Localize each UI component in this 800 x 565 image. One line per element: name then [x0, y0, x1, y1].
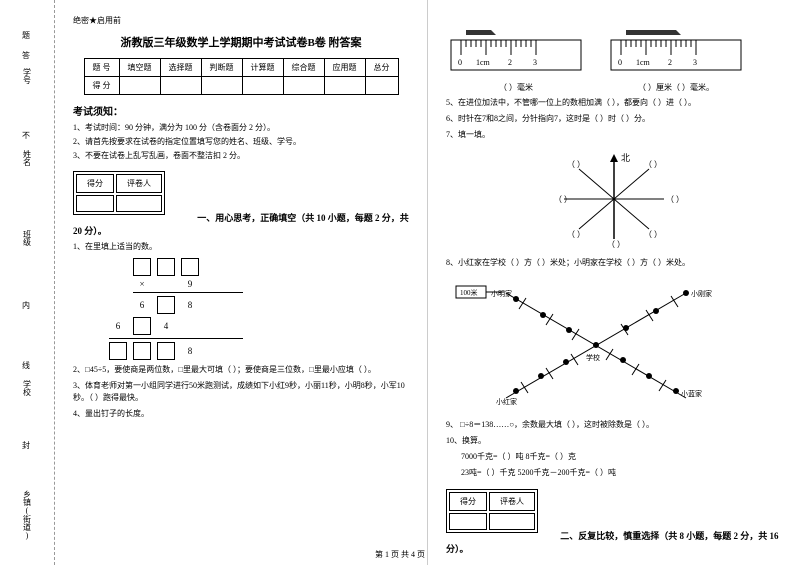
- margin-da: 答: [22, 50, 30, 61]
- score-summary-table: 题 号 填空题 选择题 判断题 计算题 综合题 应用题 总分 得 分: [84, 58, 399, 95]
- map-diagram: 100米 学校 小刚家 小红家 小蓝家 小明家: [446, 278, 726, 408]
- th-comp: 综合题: [283, 59, 324, 77]
- notice-3: 3、不要在试卷上乱写乱画，卷面不整洁扣 2 分。: [73, 150, 409, 161]
- exam-title: 浙教版三年级数学上学期期中考试试卷B卷 附答案: [73, 34, 409, 50]
- q3: 3、体育老师对第一小组同学进行50米跑测试，成绩如下小红9秒，小丽11秒，小明8…: [73, 380, 409, 404]
- margin-xiangzhen: 乡镇(街道): [22, 490, 33, 540]
- page-footer: 第 1 页 共 4 页: [375, 549, 425, 560]
- compass-diagram: 北 （ ） （ ） （ ） （ ） （ ） （ ） （ ）: [549, 149, 679, 249]
- svg-text:1cm: 1cm: [476, 58, 491, 67]
- svg-text:小刚家: 小刚家: [691, 289, 712, 298]
- margin-nei: 内: [22, 300, 30, 311]
- margin-xingming: 姓名: [22, 150, 33, 166]
- svg-text:学校: 学校: [586, 353, 600, 362]
- section1-title: 一、用心思考，正确填空（共 10 小题，每题 2 分，共 20 分）。: [73, 213, 409, 236]
- n6a: 6: [133, 300, 151, 310]
- svg-text:（ ）: （ ）: [666, 195, 679, 204]
- scorebox2-score: 得分: [449, 492, 487, 511]
- notice-2: 2、请首先按要求在试卷的指定位置填写您的姓名、班级、学号。: [73, 136, 409, 147]
- margin-bu: 不: [22, 130, 30, 141]
- svg-text:2: 2: [508, 58, 512, 67]
- svg-text:小红家: 小红家: [496, 397, 517, 406]
- th-select: 选择题: [160, 59, 201, 77]
- svg-text:小蓝家: 小蓝家: [681, 389, 702, 398]
- section2-score-box: 得分评卷人: [446, 489, 538, 533]
- notice-title: 考试须知：: [73, 103, 409, 118]
- exam-page: 题 答 学号 不 姓名 班级 内 线 学校 封 乡镇(街道) 绝密★启用前 浙教…: [0, 0, 800, 565]
- svg-text:100米: 100米: [460, 288, 478, 297]
- rulers-row: 0 1cm 2 3 （ ）毫米 0 1cm 2 3: [446, 25, 782, 93]
- ruler2-answer: （ ）厘米（ ）毫米。: [606, 82, 746, 93]
- margin-feng: 封: [22, 440, 30, 451]
- svg-text:（ ）: （ ）: [567, 230, 585, 239]
- q9: 9、 □÷8＝138……○，余数最大填（ ），这时被除数是（ ）。: [446, 419, 782, 431]
- svg-text:小明家: 小明家: [491, 289, 512, 298]
- n6b: 6: [109, 321, 127, 331]
- th-judge: 判断题: [201, 59, 242, 77]
- svg-text:3: 3: [533, 58, 537, 67]
- mult-sign: ×: [133, 279, 151, 289]
- left-column: 绝密★启用前 浙教版三年级数学上学期期中考试试卷B卷 附答案 题 号 填空题 选…: [55, 0, 427, 565]
- q6: 6、时针在7和8之间，分针指向7，这时是（ ）时（ ）分。: [446, 113, 782, 125]
- binding-margin: 题 答 学号 不 姓名 班级 内 线 学校 封 乡镇(街道): [0, 0, 55, 565]
- svg-text:0: 0: [458, 58, 462, 67]
- notice-1: 1、考试时间：90 分钟，满分为 100 分（含卷面分 2 分）。: [73, 122, 409, 133]
- margin-xuehao: 学号: [22, 68, 33, 84]
- right-column: 0 1cm 2 3 （ ）毫米 0 1cm 2 3: [428, 0, 800, 565]
- scorebox-grader: 评卷人: [116, 174, 162, 193]
- n4: 4: [157, 321, 175, 331]
- svg-text:1cm: 1cm: [636, 58, 651, 67]
- svg-text:（ ）: （ ）: [554, 195, 572, 204]
- secret-label: 绝密★启用前: [73, 15, 409, 26]
- th-fill: 填空题: [119, 59, 160, 77]
- conv1: 7000千克=（ ）吨 8千克=（ ）克: [461, 451, 782, 463]
- th-num: 题 号: [84, 59, 119, 77]
- margin-xuexiao: 学校: [22, 380, 33, 396]
- mult-9: 9: [181, 279, 199, 289]
- svg-text:0: 0: [618, 58, 622, 67]
- svg-text:2: 2: [668, 58, 672, 67]
- section2-title: 二、反复比较，慎重选择（共 8 小题，每题 2 分，共 16 分）。: [446, 531, 779, 554]
- svg-text:（ ）: （ ）: [567, 160, 585, 169]
- margin-banji: 班级: [22, 230, 33, 246]
- n8a: 8: [181, 300, 199, 310]
- conv2: 23吨=（ ）千克 5200千克－200千克=（ ）吨: [461, 467, 782, 479]
- q10: 10、换算。: [446, 435, 782, 447]
- svg-text:（ ）: （ ）: [607, 240, 625, 249]
- ruler1-answer: （ ）毫米: [446, 82, 586, 93]
- th-total: 总分: [365, 59, 398, 77]
- q7: 7、填一填。: [446, 129, 782, 141]
- margin-ti: 题: [22, 30, 30, 41]
- q8: 8、小红家在学校（ ）方（ ）米处；小明家在学校（ ）方（ ）米处。: [446, 257, 782, 269]
- svg-text:（ ）: （ ）: [644, 230, 662, 239]
- q4: 4、量出钉子的长度。: [73, 408, 409, 420]
- svg-text:（ ）: （ ）: [644, 160, 662, 169]
- q2: 2、□45÷5，要使商是两位数，□里最大可填（ ）；要使商是三位数，□里最小应填…: [73, 364, 409, 376]
- th-app: 应用题: [324, 59, 365, 77]
- ruler-2: 0 1cm 2 3 （ ）厘米（ ）毫米。: [606, 25, 746, 93]
- q1: 1、在里填上适当的数。: [73, 241, 409, 253]
- ruler-1: 0 1cm 2 3 （ ）毫米: [446, 25, 586, 93]
- section-score-box: 得分评卷人: [73, 171, 165, 215]
- th-calc: 计算题: [242, 59, 283, 77]
- q5: 5、在进位加法中，不管哪一位上的数相加满（ ），都要向（ ）进（ ）。: [446, 97, 782, 109]
- n8b: 8: [181, 346, 199, 356]
- compass-north-label: 北: [621, 153, 630, 163]
- tr-score: 得 分: [84, 77, 119, 95]
- margin-xian: 线: [22, 360, 30, 371]
- scorebox2-grader: 评卷人: [489, 492, 535, 511]
- multiplication-work: ×9 68 64 8: [133, 258, 409, 360]
- svg-text:3: 3: [693, 58, 697, 67]
- scorebox-score: 得分: [76, 174, 114, 193]
